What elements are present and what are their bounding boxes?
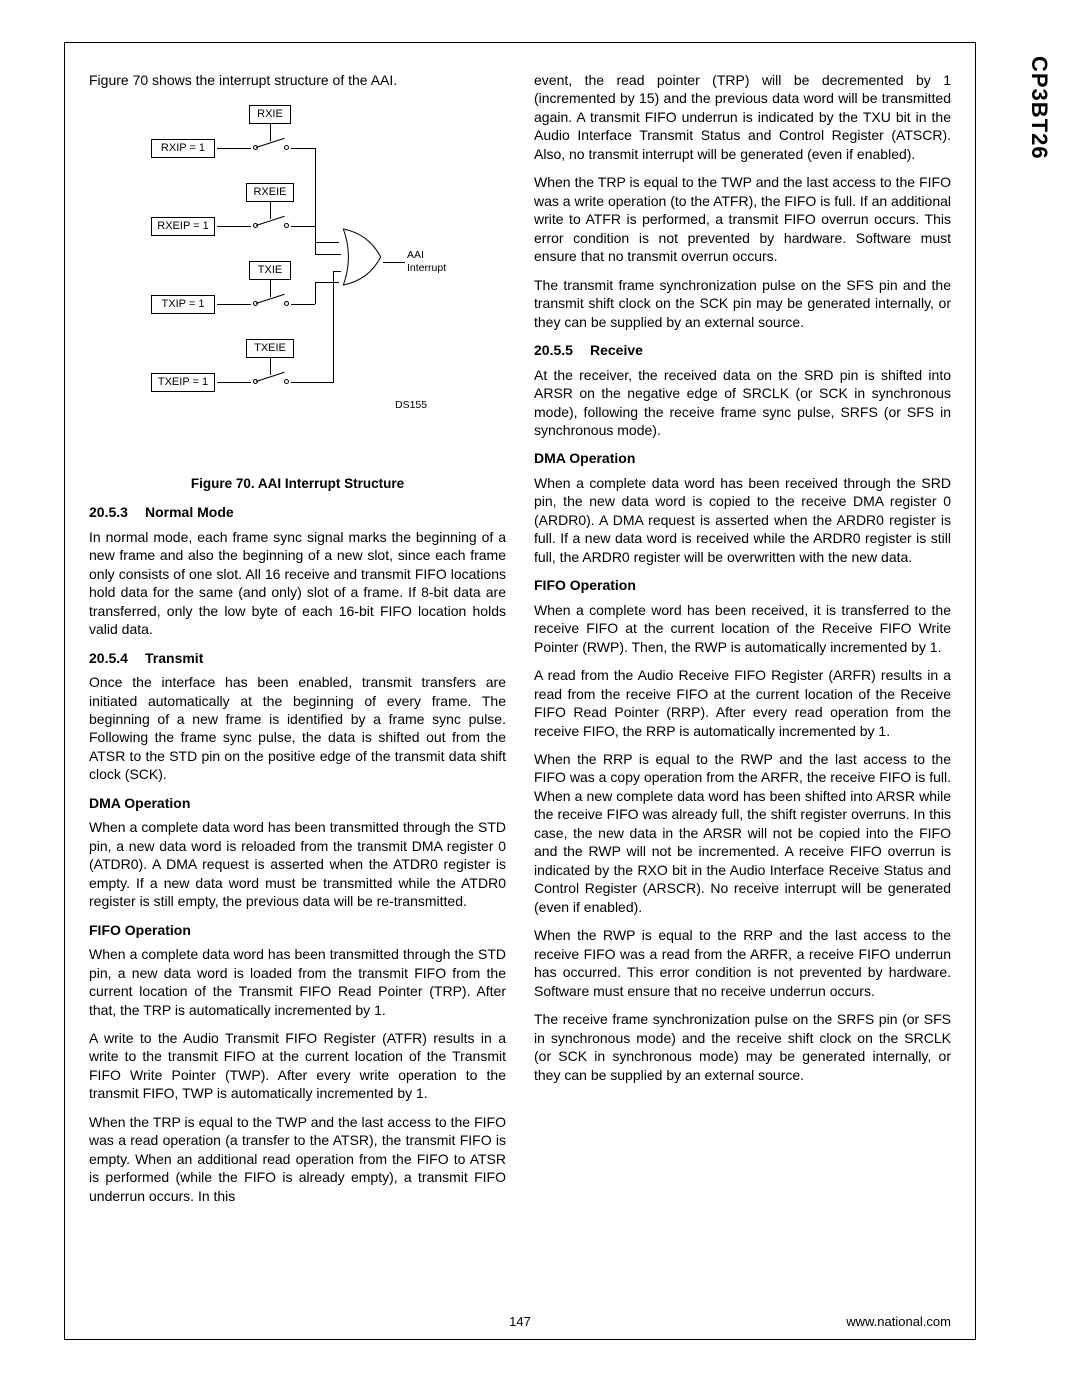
switch-icon — [253, 295, 289, 309]
heading-fifo-tx: FIFO Operation — [89, 921, 506, 939]
label-aai: AAI — [407, 249, 424, 263]
box-txip: TXIP = 1 — [151, 295, 215, 313]
intro-text: Figure 70 shows the interrupt structure … — [89, 71, 506, 89]
line — [217, 226, 251, 227]
line — [383, 262, 405, 263]
box-txeie: TXEIE — [246, 339, 294, 357]
line — [315, 282, 339, 283]
heading-title: Receive — [590, 342, 643, 358]
body-text: The receive frame synchronization pulse … — [534, 1010, 951, 1084]
page: CP3BT26 Figure 70 shows the interrupt st… — [0, 0, 1080, 1397]
page-number: 147 — [509, 1314, 531, 1329]
box-rxip: RXIP = 1 — [151, 139, 215, 157]
body-text: event, the read pointer (TRP) will be de… — [534, 71, 951, 163]
box-txie: TXIE — [249, 261, 291, 279]
aai-interrupt-diagram: RXIE RXIP = 1 RXEIE RXEIP = 1 — [109, 99, 449, 469]
heading-20-5-4: 20.5.4Transmit — [89, 649, 506, 667]
body-text: The transmit frame synchronization pulse… — [534, 276, 951, 331]
label-interrupt: Interrupt — [407, 262, 446, 276]
line — [291, 382, 333, 383]
heading-title: Normal Mode — [145, 504, 234, 520]
line — [315, 242, 339, 243]
line — [315, 282, 316, 304]
heading-20-5-3: 20.5.3Normal Mode — [89, 503, 506, 521]
heading-number: 20.5.3 — [89, 503, 145, 521]
body-text: Once the interface has been enabled, tra… — [89, 673, 506, 784]
switch-icon — [253, 217, 289, 231]
body-text: When a complete data word has been trans… — [89, 818, 506, 910]
body-text: When the RRP is equal to the RWP and the… — [534, 750, 951, 916]
heading-dma-rx: DMA Operation — [534, 449, 951, 467]
heading-title: Transmit — [145, 650, 203, 666]
box-rxeie: RXEIE — [246, 183, 294, 201]
line — [315, 242, 316, 254]
switch-icon — [253, 373, 289, 387]
heading-number: 20.5.5 — [534, 341, 590, 359]
line — [217, 148, 251, 149]
body-text: When the TRP is equal to the TWP and the… — [534, 173, 951, 265]
box-rxeip: RXEIP = 1 — [151, 217, 215, 235]
line — [217, 382, 251, 383]
body-text: When a complete data word has been recei… — [534, 474, 951, 566]
doc-side-label: CP3BT26 — [1026, 56, 1052, 160]
or-gate-icon — [339, 229, 385, 285]
line — [315, 254, 341, 255]
body-text: When a complete word has been received, … — [534, 601, 951, 656]
line — [291, 148, 315, 149]
box-rxie: RXIE — [249, 105, 291, 123]
content-frame: Figure 70 shows the interrupt structure … — [64, 42, 976, 1340]
body-text: A read from the Audio Receive FIFO Regis… — [534, 666, 951, 740]
line — [291, 226, 315, 227]
switch-icon — [253, 139, 289, 153]
figure-caption: Figure 70. AAI Interrupt Structure — [89, 475, 506, 493]
body-text: A write to the Audio Transmit FIFO Regis… — [89, 1029, 506, 1103]
body-text: When a complete data word has been trans… — [89, 945, 506, 1019]
heading-20-5-5: 20.5.5Receive — [534, 341, 951, 359]
footer-url: www.national.com — [846, 1314, 951, 1329]
body-text: At the receiver, the received data on th… — [534, 366, 951, 440]
line — [291, 304, 315, 305]
heading-dma-tx: DMA Operation — [89, 794, 506, 812]
line — [217, 304, 251, 305]
label-ds: DS155 — [395, 399, 427, 413]
line — [333, 293, 334, 383]
page-footer: 147 www.national.com — [65, 1314, 975, 1329]
line — [315, 226, 316, 242]
left-column: Figure 70 shows the interrupt structure … — [89, 71, 506, 1321]
right-column: event, the read pointer (TRP) will be de… — [534, 71, 951, 1321]
heading-number: 20.5.4 — [89, 649, 145, 667]
box-txeip: TXEIP = 1 — [151, 373, 215, 391]
heading-fifo-rx: FIFO Operation — [534, 576, 951, 594]
line — [333, 271, 334, 293]
body-text: In normal mode, each frame sync signal m… — [89, 528, 506, 639]
body-text: When the RWP is equal to the RRP and the… — [534, 926, 951, 1000]
body-text: When the TRP is equal to the TWP and the… — [89, 1113, 506, 1205]
